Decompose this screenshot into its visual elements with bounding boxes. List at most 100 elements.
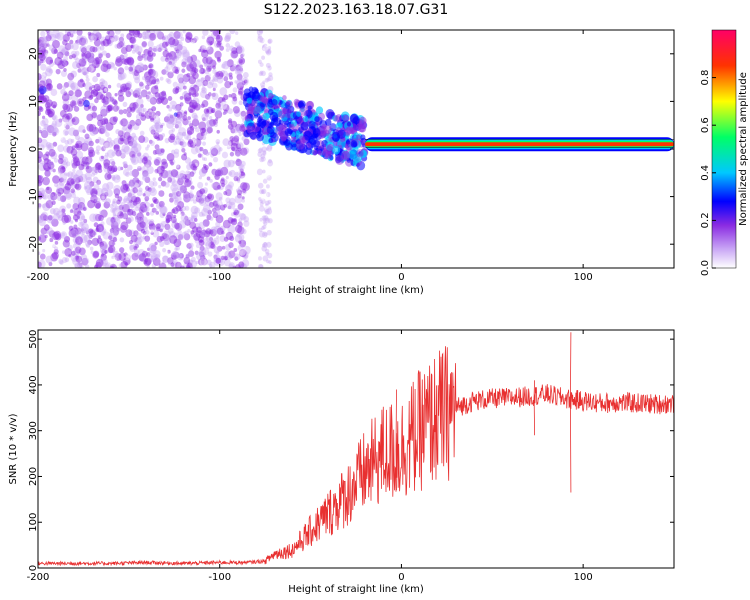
spectrogram-blob [220, 69, 226, 75]
spectrogram-blob [79, 173, 88, 183]
spectrogram-blob [173, 151, 180, 158]
spectrogram-blob [57, 157, 64, 165]
spectrogram-blob [180, 211, 185, 217]
spectrogram-blob [241, 188, 247, 195]
spectrogram-blob [216, 56, 221, 62]
spectrogram-blob [188, 162, 193, 167]
spectrogram-blob [77, 98, 85, 107]
spectrogram-blob [95, 187, 102, 195]
spectrogram-blob [40, 130, 49, 139]
spectrogram-blob [130, 146, 138, 155]
spectrogram-blob [49, 237, 54, 243]
spectrogram-blob [181, 145, 185, 149]
spectrogram-blob [94, 134, 100, 141]
spectrogram-blob [207, 70, 214, 78]
spectrogram-blob [95, 202, 101, 209]
spectrogram-blob [46, 31, 50, 36]
spectrogram-blob [103, 88, 108, 92]
spectrogram-blob [167, 117, 174, 125]
spectrogram-blob [228, 254, 233, 259]
spectrogram-blob [38, 110, 41, 117]
spectrogram-blob [198, 239, 205, 247]
spectrogram-blob [190, 205, 199, 215]
spectrogram-blob [168, 61, 172, 65]
spectrogram-blob [229, 151, 235, 157]
spectrogram-blob [111, 176, 116, 182]
spectrogram-blob [89, 246, 94, 251]
spectrogram-blob [189, 171, 195, 177]
spectrogram-blob [198, 48, 202, 53]
spectrogram-blob [131, 68, 138, 76]
spectrogram-blob [142, 75, 146, 81]
spectrogram-blob [63, 178, 67, 183]
spectrogram-blob [52, 175, 60, 184]
spectrogram-blob [171, 254, 177, 261]
spectrogram-blob [171, 250, 179, 259]
spectrogram-blob [61, 232, 66, 237]
spectrogram-blob [121, 58, 127, 65]
spectrogram-blob [63, 81, 70, 88]
spectrogram-blob [193, 138, 202, 147]
spectrogram-blob [131, 132, 137, 139]
spectrogram-blob [104, 164, 110, 170]
spectrogram-blob [63, 145, 71, 153]
spectrogram-blob [38, 203, 42, 208]
spectrogram-blob [266, 229, 272, 236]
spectrogram-blob [164, 66, 170, 73]
spectrogram-blob [190, 146, 199, 155]
spectrogram-blob [155, 110, 161, 117]
spectrogram-blob [155, 210, 160, 215]
spectrogram-blob [103, 99, 110, 107]
spectrogram-blob [215, 34, 223, 43]
spectrogram-blob [189, 84, 197, 93]
spectrogram-blob [190, 163, 197, 171]
spectrogram-blob [99, 127, 105, 134]
spectrogram-blob [225, 43, 231, 49]
spectrogram-blob [263, 45, 269, 52]
spectrogram-blob [45, 34, 52, 42]
spectrogram-blob [257, 35, 264, 43]
spectrogram-blob [118, 109, 124, 115]
spectrogram-blob [56, 31, 65, 41]
spectrogram-blob [217, 58, 222, 63]
spectrogram-blob [84, 81, 93, 91]
spectrogram-blob [41, 117, 49, 126]
spectrogram-blob [70, 228, 79, 238]
spectrogram-blob [202, 117, 206, 122]
spectrogram-blob [205, 93, 211, 100]
spectrogram-blob [109, 203, 114, 209]
spectrogram-blob [40, 51, 48, 59]
spectrogram-blob [185, 170, 191, 177]
spectrogram-blob [45, 66, 52, 73]
spectrogram-blob [137, 55, 143, 62]
spectrogram-blob [164, 70, 169, 76]
spectrogram-blob [113, 148, 119, 154]
spectrogram-blob [209, 146, 218, 155]
spectrogram-blob [90, 167, 94, 171]
spectrogram-blob [46, 100, 50, 104]
spectrogram-blob [74, 57, 81, 65]
spectrogram-blob [113, 66, 117, 71]
spectrogram-blob [268, 72, 273, 78]
spectrogram-blob [143, 159, 152, 168]
spectrogram-blob [265, 217, 269, 222]
spectrogram-blob [241, 53, 245, 57]
spectrogram-blob [241, 228, 247, 235]
spectrogram-blob [257, 59, 262, 64]
spectrogram-blob [170, 252, 177, 260]
spectrogram-blob [223, 111, 227, 115]
spectrogram-blob [102, 263, 110, 268]
spectrogram-blob [235, 158, 242, 167]
spectrogram-blob [97, 136, 102, 141]
spectrogram-blob [54, 32, 61, 40]
spectrogram-blob [168, 107, 173, 112]
spectrogram-blob [187, 105, 196, 114]
spectrogram-blob [234, 41, 241, 48]
spectrogram-blob [113, 184, 122, 194]
spectrogram-blob [52, 114, 58, 121]
spectrogram-blob [80, 142, 89, 152]
spectrogram-blob [153, 114, 159, 121]
spectrogram-blob [138, 53, 143, 59]
spectrogram-blob [38, 142, 41, 146]
